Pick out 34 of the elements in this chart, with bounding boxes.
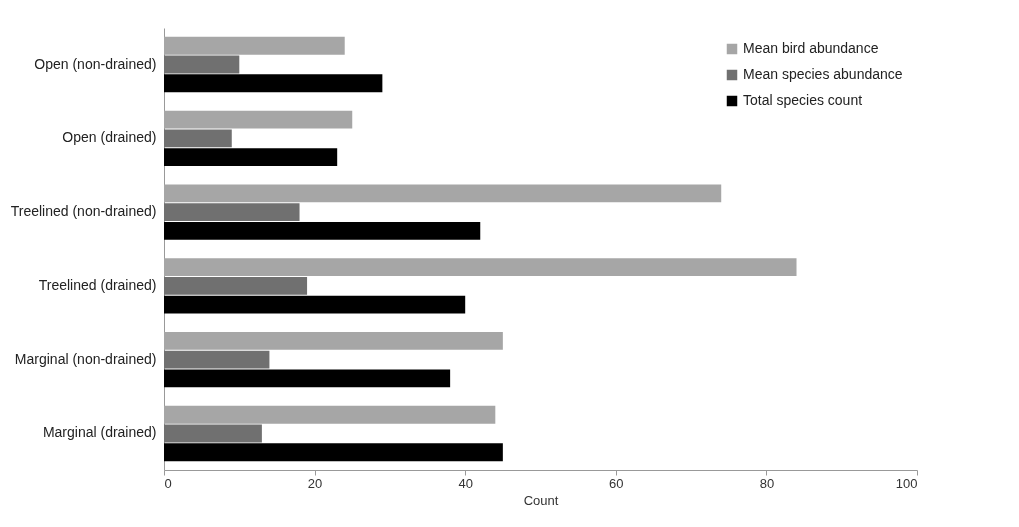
y-tick-label: Marginal (non-drained) (14, 350, 157, 367)
bar (164, 184, 722, 203)
x-tick-label: 60 (609, 475, 624, 491)
y-tick-label: Treelined (non-drained) (10, 203, 157, 220)
x-axis-title: Count (523, 492, 559, 508)
bar (164, 110, 353, 129)
bar (164, 129, 232, 148)
bar (164, 74, 383, 93)
bar (164, 350, 270, 369)
bar (164, 221, 481, 240)
bar (164, 369, 451, 388)
bar (164, 332, 503, 350)
legend-label: Total species count (743, 92, 863, 108)
bar (164, 443, 503, 462)
x-tick-label: 100 (895, 475, 918, 491)
y-tick-label: Treelined (drained) (38, 276, 157, 293)
bar (164, 424, 262, 443)
bar (164, 203, 300, 222)
legend-label: Mean species abundance (743, 66, 903, 82)
y-tick-label: Open (drained) (62, 129, 157, 146)
x-tick-label: 0 (164, 475, 172, 491)
bar (164, 55, 240, 74)
y-tick-label: Open (non-drained) (34, 55, 157, 72)
bar (164, 276, 308, 295)
x-tick-label: 80 (759, 475, 775, 491)
bar (164, 405, 496, 424)
bar (164, 258, 797, 277)
x-tick-label: 40 (458, 475, 473, 491)
bar (164, 148, 338, 166)
legend-label: Mean bird abundance (743, 40, 879, 56)
bar (164, 295, 466, 314)
y-tick-label: Marginal (drained) (42, 424, 157, 441)
x-tick-label: 20 (307, 475, 323, 491)
bar (164, 36, 345, 55)
